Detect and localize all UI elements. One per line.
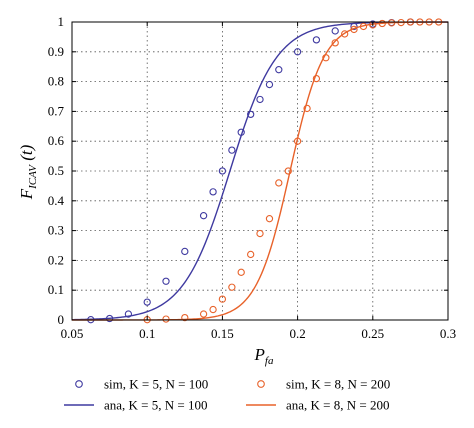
y-tick-label: 0.7 bbox=[48, 103, 65, 118]
y-tick-label: 0.6 bbox=[48, 133, 65, 148]
legend-swatch-marker bbox=[257, 380, 265, 388]
series-point-0 bbox=[265, 80, 274, 89]
series-point-0 bbox=[293, 48, 302, 56]
series-point-2 bbox=[181, 313, 189, 322]
legend-label: ana, K = 5, N = 100 bbox=[104, 398, 207, 413]
y-tick-label: 0.1 bbox=[48, 282, 64, 297]
series-point-0 bbox=[247, 110, 255, 119]
legend-label: sim, K = 8, N = 200 bbox=[286, 377, 390, 392]
series-point-2 bbox=[209, 305, 217, 314]
x-tick-label: 0.05 bbox=[61, 326, 84, 341]
series-point-2 bbox=[341, 30, 349, 38]
series-point-0 bbox=[181, 247, 189, 256]
x-tick-label: 0.15 bbox=[211, 326, 234, 341]
x-tick-label: 0.25 bbox=[361, 326, 384, 341]
series-point-2 bbox=[247, 250, 255, 259]
x-axis-label-main: P bbox=[254, 345, 265, 364]
y-tick-label: 1 bbox=[58, 14, 65, 29]
y-axis-label-sub: ICAV bbox=[27, 164, 39, 190]
series-point-0 bbox=[256, 95, 264, 104]
legend-label: ana, K = 8, N = 200 bbox=[286, 398, 389, 413]
legend-swatch-marker bbox=[75, 380, 83, 388]
series-point-2 bbox=[275, 179, 283, 187]
series-point-2 bbox=[237, 268, 245, 276]
axis-ticks: 0.05 0.1 0.15 0.2 0.25 0.3 0 0.1 0.2 0.3 0.4 0.5 0.6… bbox=[48, 14, 456, 341]
series-point-0 bbox=[209, 188, 217, 196]
y-axis-label-arg: (t) bbox=[17, 144, 36, 165]
series-point-2 bbox=[228, 283, 236, 291]
series-point-2 bbox=[303, 104, 311, 113]
series-point-0 bbox=[218, 167, 227, 175]
series-point-0 bbox=[124, 310, 133, 318]
series-point-0 bbox=[143, 298, 151, 306]
x-axis-label: Pfa bbox=[254, 345, 274, 367]
series-point-2 bbox=[199, 310, 208, 318]
series-point-0 bbox=[275, 66, 283, 74]
series-point-0 bbox=[312, 36, 321, 44]
x-tick-label: 0.1 bbox=[139, 326, 155, 341]
legend: sim, K = 5, N = 100 ana, K = 5, N = 100 si… bbox=[64, 377, 390, 413]
y-tick-label: 0.2 bbox=[48, 252, 64, 267]
x-axis-label-sub: fa bbox=[265, 355, 274, 367]
series-point-0 bbox=[331, 27, 339, 35]
series-point-0 bbox=[228, 146, 236, 154]
y-axis-label: FICAV (t) bbox=[17, 144, 39, 200]
grid-lines bbox=[72, 22, 448, 320]
y-tick-label: 0.3 bbox=[48, 223, 64, 238]
series-point-2 bbox=[284, 167, 292, 175]
y-tick-label: 0.4 bbox=[48, 193, 65, 208]
y-tick-label: 0.9 bbox=[48, 44, 64, 59]
series-point-2 bbox=[256, 229, 264, 238]
series-point-2 bbox=[218, 295, 227, 303]
series-point-2 bbox=[331, 39, 339, 47]
y-tick-label: 0 bbox=[58, 312, 65, 327]
y-tick-label: 0.5 bbox=[48, 163, 64, 178]
y-tick-label: 0.8 bbox=[48, 74, 64, 89]
y-axis-label-main: F bbox=[17, 188, 36, 200]
series-point-2 bbox=[265, 215, 274, 223]
series-point-0 bbox=[199, 212, 208, 220]
x-tick-label: 0.3 bbox=[440, 326, 456, 341]
x-tick-label: 0.2 bbox=[289, 326, 305, 341]
series-point-0 bbox=[162, 277, 170, 285]
legend-label: sim, K = 5, N = 100 bbox=[104, 377, 208, 392]
